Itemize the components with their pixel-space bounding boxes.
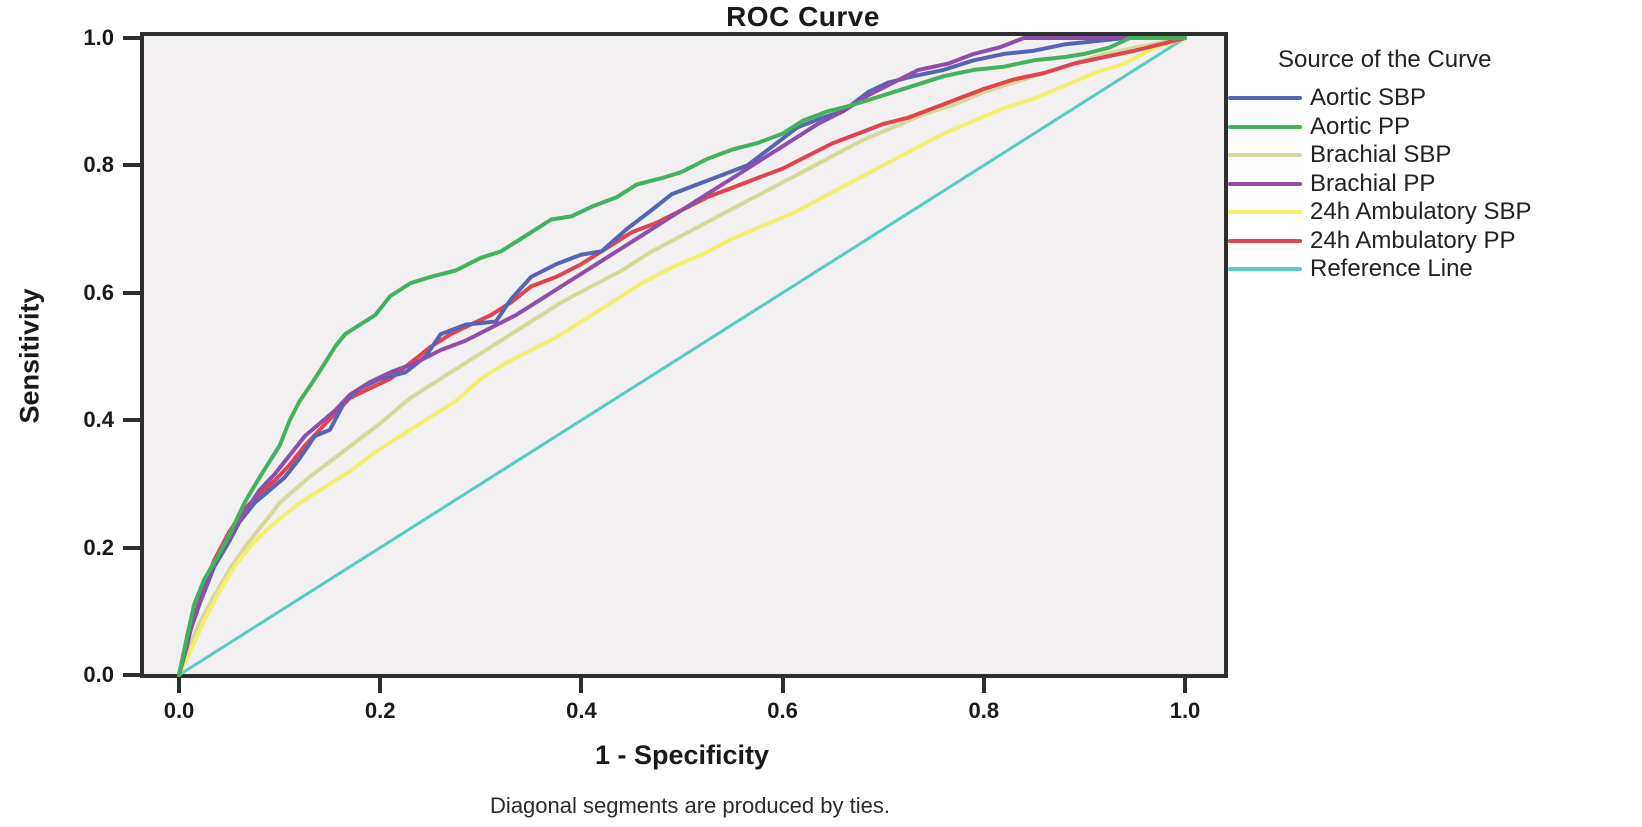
roc-curve-aortic-sbp [177, 36, 1187, 677]
legend-rows: Aortic SBP Aortic PP Brachial SBP Brachial … [1228, 84, 1638, 284]
x-tick [579, 678, 584, 693]
legend-swatch-line [1228, 267, 1302, 272]
legend-item-label: Brachial SBP [1310, 141, 1452, 169]
roc-curve-brachial-pp [177, 36, 1187, 677]
legend-title: Source of the Curve [1278, 46, 1492, 73]
x-tick-label: 0.2 [364, 698, 396, 723]
legend-swatch-line [1228, 124, 1302, 129]
legend-item-label: 24h Ambulatory PP [1310, 226, 1516, 254]
x-tick-label: 0.8 [968, 698, 1000, 723]
y-tick [123, 36, 140, 40]
roc-curve-brachial-sbp [177, 36, 1187, 677]
y-tick [123, 545, 140, 550]
roc-curve-24h-ambulatory-pp [177, 36, 1187, 677]
legend-item: Brachial PP [1228, 170, 1638, 199]
legend-swatch-line [1228, 153, 1302, 158]
legend-item: Brachial SBP [1228, 141, 1638, 170]
y-axis-label: Sensitivity [14, 288, 45, 424]
x-tick [780, 678, 785, 693]
roc-curves-svg [177, 36, 1187, 677]
y-tick-label: 0.4 [83, 407, 114, 433]
legend-item: Aortic PP [1228, 113, 1638, 142]
x-tick [378, 678, 383, 693]
legend-swatch-line [1228, 238, 1302, 243]
legend-swatch-line [1228, 210, 1302, 215]
x-tick-label: 0.0 [163, 698, 195, 723]
legend-item-label: Aortic PP [1310, 112, 1411, 140]
legend-item: Aortic SBP [1228, 84, 1638, 113]
plot-area [140, 32, 1228, 678]
legend-item: Reference Line [1228, 255, 1638, 284]
roc-curve-aortic-pp [177, 36, 1187, 677]
x-tick [981, 678, 986, 693]
legend-item-label: 24h Ambulatory SBP [1310, 198, 1532, 226]
y-tick-label: 1.0 [83, 25, 114, 50]
y-tick [123, 163, 140, 168]
y-tick-label: 0.8 [83, 152, 114, 178]
y-tick [123, 673, 140, 677]
x-axis-label: 1 - Specificity [594, 740, 770, 770]
legend-item: 24h Ambulatory PP [1228, 227, 1638, 256]
roc-curve-reference-line [177, 36, 1187, 677]
legend-swatch-line [1228, 181, 1302, 186]
x-tick-label: 0.4 [566, 698, 597, 723]
y-tick-label: 0.6 [83, 279, 114, 305]
y-tick [123, 418, 140, 423]
legend: Source of the Curve Aortic SBP Aortic PP B… [1228, 40, 1638, 284]
y-tick-label: 0.0 [83, 662, 114, 687]
chart-footnote: Diagonal segments are produced by ties. [490, 793, 890, 818]
roc-curve-24h-ambulatory-sbp [177, 36, 1187, 677]
x-tick-label: 1.0 [1169, 698, 1201, 723]
legend-swatch-line [1228, 96, 1302, 101]
x-tick [177, 678, 181, 693]
chart-title: ROC Curve [726, 1, 880, 32]
legend-item-label: Aortic SBP [1310, 84, 1427, 112]
legend-item-label: Brachial PP [1310, 169, 1436, 197]
x-tick [1183, 678, 1187, 693]
y-tick-label: 0.2 [83, 534, 114, 560]
legend-item-label: Reference Line [1310, 255, 1473, 283]
x-tick-label: 0.6 [767, 698, 798, 723]
y-tick [123, 290, 140, 295]
legend-item: 24h Ambulatory SBP [1228, 198, 1638, 227]
